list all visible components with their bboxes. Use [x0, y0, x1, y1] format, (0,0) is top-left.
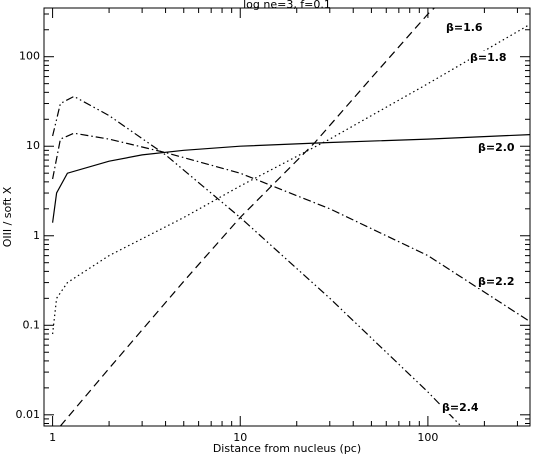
series-label: β=1.8 [470, 51, 507, 64]
y-axis-label: OIII / soft X [1, 186, 14, 247]
y-tick-label: 1 [33, 229, 40, 242]
series-label: β=2.4 [442, 401, 479, 414]
series-label-bg [477, 141, 516, 154]
y-tick-label: 100 [19, 50, 40, 63]
series-label-bg [445, 21, 484, 34]
x-axis-label: Distance from nucleus (pc) [213, 442, 361, 455]
series-label: β=2.0 [478, 141, 515, 154]
y-tick-label: 0.01 [16, 408, 41, 421]
y-tick-label: 0.1 [23, 318, 41, 331]
x-tick-label: 1 [49, 431, 56, 444]
curves [52, 8, 530, 426]
series-line [52, 95, 462, 426]
series-label-bg [441, 401, 480, 414]
x-tick-label: 100 [417, 431, 438, 444]
series-label: β=2.2 [478, 275, 515, 288]
series-line [52, 132, 530, 323]
series-label-bg [469, 51, 508, 64]
series-line [52, 23, 530, 335]
y-tick-label: 10 [26, 139, 40, 152]
x-tick-label: 10 [233, 431, 247, 444]
chart-title: log ne=3, f=0.1 [243, 0, 331, 11]
series-label: β=1.6 [446, 21, 483, 34]
series-label-bg [477, 275, 516, 288]
series-line [52, 134, 530, 223]
plot-frame [43, 7, 531, 427]
series-line [59, 8, 436, 426]
